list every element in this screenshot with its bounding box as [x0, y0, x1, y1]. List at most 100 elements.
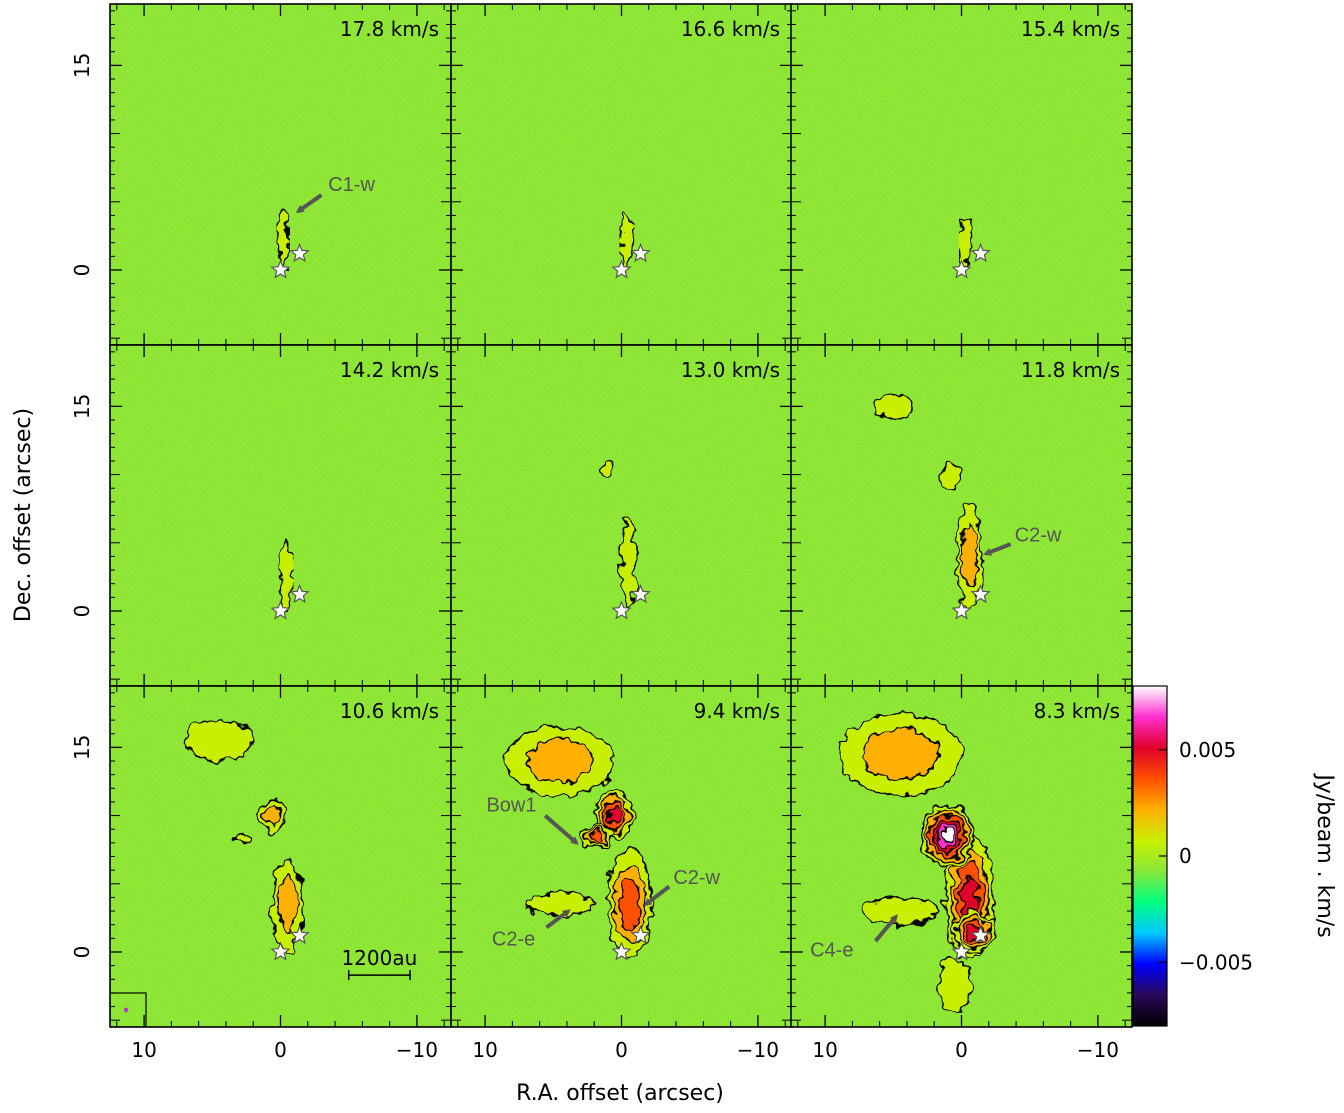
beam-box: [110, 992, 147, 1027]
emission-contour: [861, 896, 939, 926]
emission-contour: [184, 719, 255, 762]
annotation-arrow: [545, 909, 571, 930]
channel-panel: C4-e 8.3 km/s: [790, 685, 1133, 1028]
emission-contour: [276, 210, 290, 270]
y-tick-label: 15: [70, 735, 94, 760]
emission-contour: [525, 739, 595, 783]
channel-panel: 16.6 km/s: [450, 3, 793, 346]
y-tick-label: 0: [70, 264, 94, 277]
channel-panel: Bow1 C2-w C2-e 9.4 km/s: [450, 685, 793, 1028]
y-tick-label: 15: [70, 53, 94, 78]
x-tick-label: −10: [1077, 1038, 1119, 1062]
y-tick-label: 0: [70, 946, 94, 959]
source-star-icon: [951, 941, 972, 961]
annotation-label: Bow1: [486, 795, 536, 817]
channel-panel: 1200au 10.6 km/s: [109, 685, 452, 1028]
annotation-label: C2-w: [1015, 525, 1062, 547]
source-star-icon: [970, 243, 991, 263]
annotation-arrow: [295, 193, 323, 214]
source-star-icon: [951, 259, 972, 279]
panel-body: [451, 4, 792, 345]
colorbar-tick-label: −0.005: [1179, 950, 1253, 974]
emission-contour: [619, 879, 641, 930]
emission-group: [276, 210, 290, 270]
source-star-icon: [611, 600, 632, 620]
x-tick-label: −10: [396, 1038, 438, 1062]
colorbar: 0.005 0 −0.005 Jy/beam . km/s: [1132, 685, 1337, 1027]
source-star-icon: [270, 259, 291, 279]
source-star-icon: [270, 600, 291, 620]
panel-noise: [451, 4, 792, 345]
panels-layer: C1-w 17.8 km/s 16.6 km/s 15.4 km/s 14.2 km/s…: [109, 3, 1133, 1028]
emission-contour: [607, 806, 623, 825]
x-axis-title: R.A. offset (arcsec): [516, 1081, 724, 1106]
source-star-icon: [289, 584, 310, 604]
emission-group: [184, 719, 304, 953]
panel-body: C2-w: [791, 345, 1132, 686]
channel-panel: C1-w 17.8 km/s: [109, 3, 452, 346]
emission-contour: [601, 458, 615, 477]
source-star-icon: [970, 584, 991, 604]
source-star-icon: [289, 925, 310, 945]
x-tick-label: 10: [131, 1038, 156, 1062]
panel-body: 1200au: [110, 686, 451, 1027]
annotation-label: C1-w: [328, 174, 375, 196]
velocity-label: 10.6 km/s: [340, 699, 439, 723]
source-star-icon: [611, 259, 632, 279]
x-tick-label: 10: [812, 1038, 837, 1062]
velocity-label: 16.6 km/s: [681, 17, 780, 41]
emission-contour: [234, 833, 250, 845]
panel-body: [110, 345, 451, 686]
panel-noise: [110, 686, 451, 1027]
beam-ellipse: [124, 1007, 128, 1013]
colorbar-ticks: 0.005 0 −0.005: [1159, 738, 1253, 974]
emission-contour: [277, 874, 298, 935]
annotation-arrow: [543, 814, 579, 845]
y-tick-label: 15: [70, 394, 94, 419]
panel-noise: [451, 345, 792, 686]
panel-body: C4-e: [791, 686, 1132, 1027]
annotation-arrow: [643, 884, 671, 907]
source-star-icon: [611, 941, 632, 961]
annotation-label: C2-w: [673, 867, 720, 889]
emission-contour: [936, 957, 973, 1015]
velocity-label: 14.2 km/s: [340, 358, 439, 382]
panel-noise: [110, 4, 451, 345]
y-axis-title: Dec. offset (arcsec): [11, 408, 36, 622]
panel-body: [791, 4, 1132, 345]
x-tick-label: 10: [472, 1038, 497, 1062]
emission-contour: [279, 541, 293, 612]
colorbar-label: Jy/beam . km/s: [1312, 772, 1337, 937]
annotation-label: C4-e: [810, 939, 853, 961]
emission-contour: [620, 210, 634, 267]
emission-group: [279, 541, 293, 612]
emission-contour: [525, 892, 596, 916]
channel-panel: 13.0 km/s: [450, 344, 793, 687]
source-star-icon: [289, 243, 310, 263]
velocity-label: 15.4 km/s: [1021, 17, 1120, 41]
emission-contour: [872, 394, 915, 419]
source-star-icon: [630, 584, 651, 604]
panel-body: C1-w: [110, 4, 451, 345]
velocity-label: 8.3 km/s: [1034, 699, 1120, 723]
x-tick-label: 0: [615, 1038, 628, 1062]
x-tick-label: −10: [737, 1038, 779, 1062]
emission-contour: [588, 830, 606, 842]
emission-contour: [959, 217, 972, 269]
colorbar-tick-label: 0.005: [1179, 738, 1236, 762]
velocity-label: 17.8 km/s: [340, 17, 439, 41]
emission-contour: [961, 524, 979, 589]
velocity-label: 9.4 km/s: [694, 699, 780, 723]
emission-group: [504, 726, 653, 960]
source-star-icon: [270, 941, 291, 961]
panel-noise: [791, 4, 1132, 345]
emission-contour: [941, 462, 960, 492]
x-tick-label: 0: [274, 1038, 287, 1062]
colorbar-tick-label: 0: [1179, 844, 1192, 868]
source-star-icon: [630, 925, 651, 945]
emission-contour: [620, 518, 637, 609]
channel-panel: 14.2 km/s: [109, 344, 452, 687]
channel-panel: 15.4 km/s: [790, 3, 1133, 346]
emission-contour: [861, 728, 939, 781]
